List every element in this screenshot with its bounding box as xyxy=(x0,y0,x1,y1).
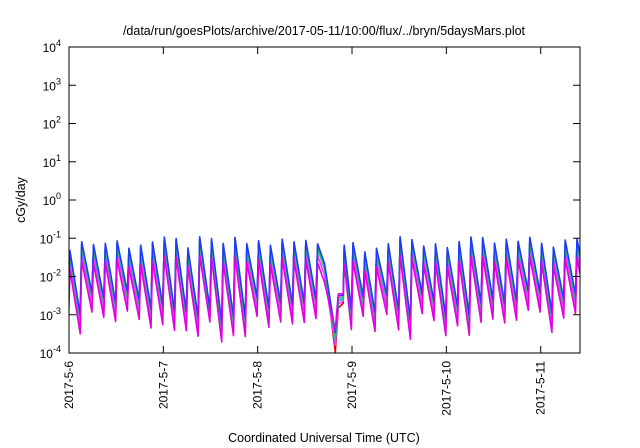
chart-title: /data/run/goesPlots/archive/2017-05-11/1… xyxy=(123,24,526,38)
x-tick-label: 2017-5-10 xyxy=(439,361,453,416)
x-tick-label: 2017-5-9 xyxy=(345,361,359,409)
x-tick-label: 2017-5-8 xyxy=(251,361,265,409)
y-tick-label: 10-4 xyxy=(40,344,61,361)
x-tick-label: 2017-5-6 xyxy=(62,361,76,409)
y-tick-label: 100 xyxy=(43,191,61,208)
y-tick-label: 103 xyxy=(43,76,61,93)
y-tick-label: 10-3 xyxy=(40,306,61,323)
x-tick-label: 2017-5-11 xyxy=(534,361,548,415)
x-axis: 2017-5-6 2017-5-7 2017-5-8 2017-5-9 2017-5-1… xyxy=(62,47,548,416)
x-tick-label: 2017-5-7 xyxy=(156,361,170,409)
series-line xyxy=(69,254,580,343)
x-axis-label: Coordinated Universal Time (UTC) xyxy=(228,431,420,445)
y-axis-label: cGy/day xyxy=(14,176,28,223)
y-tick-label: 10-1 xyxy=(40,229,61,246)
y-axis: 10-4 10-3 10-2 10-1 100 101 102 103 104 xyxy=(40,38,580,361)
series-layer xyxy=(69,235,580,353)
y-tick-label: 101 xyxy=(43,153,61,170)
y-tick-label: 10-2 xyxy=(40,268,61,285)
y-tick-label: 104 xyxy=(43,38,61,55)
y-tick-label: 102 xyxy=(43,115,61,132)
